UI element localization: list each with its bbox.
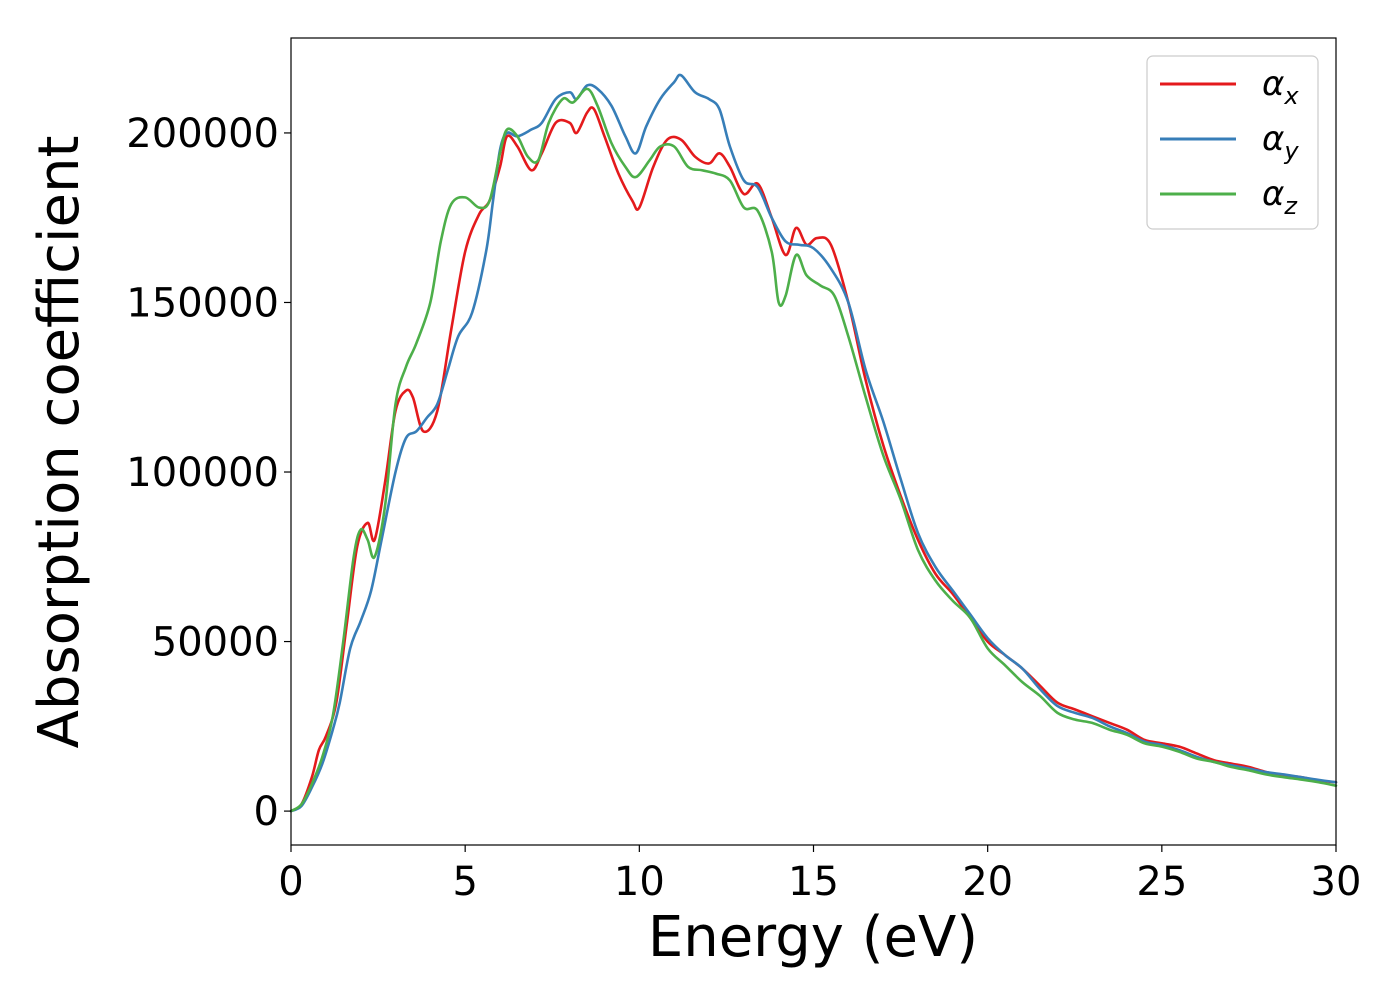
legend-label-x: αx: [1262, 64, 1299, 110]
y-tick-label: 200000: [126, 111, 279, 157]
x-tick-label: 20: [962, 859, 1013, 905]
legend-symbol: α: [1262, 174, 1284, 214]
x-tick-label: 5: [452, 859, 477, 905]
y-tick-label: 50000: [152, 620, 279, 666]
y-axis-ticks: 0 50000 100000 150000 200000: [126, 111, 291, 835]
series-line-z: [289, 87, 1338, 813]
x-tick-label: 25: [1136, 859, 1187, 905]
legend-symbol: α: [1262, 64, 1284, 104]
x-tick-label: 30: [1311, 859, 1362, 905]
x-tick-label: 10: [614, 859, 665, 905]
y-tick-label: 100000: [126, 450, 279, 496]
legend-subscript: z: [1283, 192, 1298, 220]
y-axis-title: Absorption coefficient: [27, 136, 92, 749]
series-line-x: [289, 106, 1338, 813]
legend-label-z: αz: [1262, 174, 1298, 220]
legend-box: [1146, 55, 1319, 230]
x-tick-label: 15: [788, 859, 839, 905]
legend-symbol: α: [1262, 119, 1284, 159]
x-axis-title: Energy (eV): [648, 905, 978, 970]
legend-label-y: αy: [1262, 119, 1299, 165]
series-line-y: [289, 73, 1338, 813]
x-axis-ticks: 0 5 10 15 20 25 30: [278, 845, 1361, 905]
legend-subscript: x: [1283, 82, 1299, 110]
y-tick-label: 150000: [126, 280, 279, 326]
series-layer: [289, 73, 1338, 813]
x-tick-label: 0: [278, 859, 303, 905]
legend-subscript: y: [1283, 137, 1299, 165]
y-tick-label: 0: [254, 789, 279, 835]
